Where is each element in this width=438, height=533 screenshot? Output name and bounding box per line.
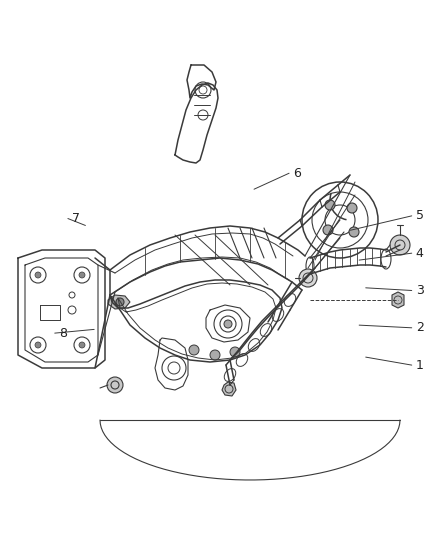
Text: 7: 7 bbox=[72, 212, 80, 225]
Text: 5: 5 bbox=[416, 209, 424, 222]
Circle shape bbox=[390, 235, 410, 255]
Text: 1: 1 bbox=[416, 359, 424, 372]
Circle shape bbox=[230, 347, 240, 357]
Circle shape bbox=[79, 272, 85, 278]
Circle shape bbox=[323, 225, 333, 235]
Circle shape bbox=[224, 320, 232, 328]
Circle shape bbox=[347, 203, 357, 213]
Circle shape bbox=[189, 345, 199, 355]
Circle shape bbox=[349, 227, 359, 237]
Circle shape bbox=[35, 272, 41, 278]
Text: 4: 4 bbox=[416, 247, 424, 260]
Circle shape bbox=[35, 342, 41, 348]
Text: 3: 3 bbox=[416, 284, 424, 297]
Circle shape bbox=[325, 200, 335, 210]
Polygon shape bbox=[222, 382, 236, 396]
Text: 8: 8 bbox=[59, 327, 67, 340]
Polygon shape bbox=[108, 295, 130, 309]
Circle shape bbox=[210, 350, 220, 360]
Text: 2: 2 bbox=[416, 321, 424, 334]
Circle shape bbox=[116, 298, 124, 306]
Text: 6: 6 bbox=[293, 167, 301, 180]
Polygon shape bbox=[392, 292, 404, 308]
Circle shape bbox=[107, 377, 123, 393]
Circle shape bbox=[79, 342, 85, 348]
Circle shape bbox=[299, 269, 317, 287]
